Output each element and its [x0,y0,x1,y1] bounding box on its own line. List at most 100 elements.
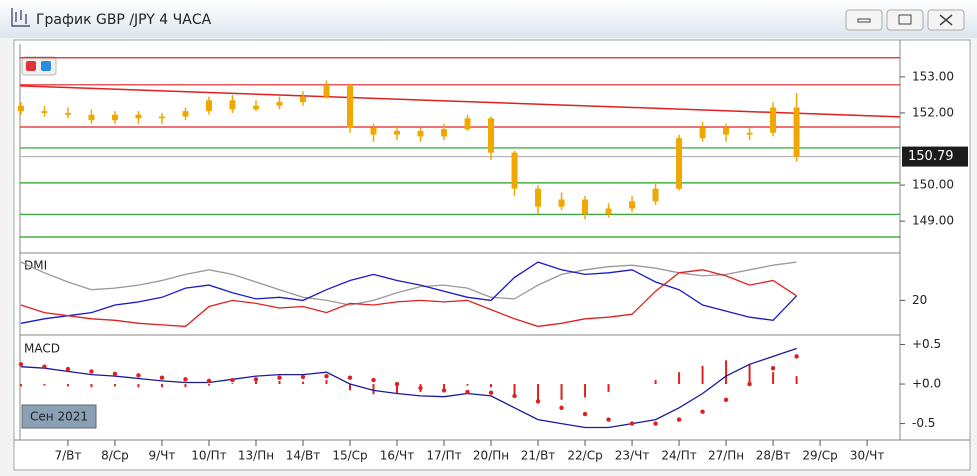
y-tick-label: -0.5 [912,416,935,430]
signal-dot [206,378,212,384]
signal-dot [65,366,71,372]
candle-body [323,85,330,97]
signal-dot [18,362,24,367]
signal-dot [230,377,235,383]
x-tick-label: 14/Вт [286,449,321,463]
candle-body [158,116,165,119]
window-buttons[interactable] [845,9,965,31]
signal-dot [465,389,470,395]
y-tick-label: 153.00 [912,69,954,83]
panel-title: DMI [24,259,47,273]
signal-dot [676,417,682,422]
restore-icon [898,14,912,25]
x-tick-label: 13/Пн [238,449,274,463]
signal-dot [629,421,635,426]
current-price-label: 150.79 [908,149,954,164]
signal-dot [559,405,564,410]
signal-dot [183,377,188,382]
x-tick-label: 16/Чт [380,449,415,463]
x-tick-label: 17/Пт [426,449,461,463]
candle-body [441,129,448,137]
signal-dot [747,381,752,387]
signal-dot [535,399,541,404]
candle-body [770,107,777,133]
signal-dot [488,390,494,395]
candle-body [558,199,565,207]
period-box [21,404,97,429]
candle-body [252,105,259,110]
candle-body [723,127,730,135]
signal-dot [512,393,517,399]
signal-dot [253,377,259,382]
candle-body [111,114,118,121]
signal-dot [347,375,353,380]
color-toggle[interactable] [21,56,57,76]
candle-body [347,85,353,128]
restore-button[interactable] [886,9,924,31]
x-tick-label: 28/Вт [756,449,791,463]
candle-body [676,138,683,189]
signal-dot [653,421,658,426]
candle-body [488,118,495,153]
indicator-line [20,261,797,306]
signal-dot [324,373,329,379]
candle-body [464,118,471,130]
y-tick-label: 150.00 [912,178,954,192]
candle-body [793,107,800,157]
title-bar [0,0,977,38]
close-icon [939,14,953,26]
y-tick-label: +0.0 [912,377,941,391]
x-tick-label: 21/Вт [521,449,556,463]
signal-dot [582,411,588,417]
signal-dot [300,374,306,380]
x-tick-label: 10/Пт [191,449,226,463]
y-tick-label: +0.5 [912,337,941,351]
signal-dot [277,375,282,380]
candle-body [182,111,189,117]
indicator-line [20,347,797,429]
toggle-blue [41,61,51,71]
signal-dot [159,375,165,380]
signal-dot [441,388,447,393]
x-tick-label: 24/Пт [661,449,696,463]
x-tick-label: 7/Вт [54,449,81,463]
x-tick-label: 22/Ср [567,449,602,463]
y-tick-label: 152.00 [912,105,954,119]
x-tick-label: 27/Пн [708,449,744,463]
y-tick-label: 20 [912,293,927,307]
chart-frame [13,39,971,471]
x-tick-label: 23/Чт [615,449,650,463]
signal-dot [770,366,776,371]
candle-body [605,208,612,214]
candle-body [229,100,236,110]
signal-dot [136,373,141,378]
candle-body [582,199,589,214]
indicator-line [20,261,798,324]
candle-body [652,188,659,202]
x-tick-label: 20/Пн [473,449,509,463]
y-tick-label: 149.00 [912,214,954,228]
signal-dot [794,354,799,359]
panel-title: MACD [24,342,60,356]
x-tick-label: 15/Ср [332,449,367,463]
x-tick-label: 9/Чт [149,449,176,463]
minimize-button[interactable] [845,9,883,31]
x-tick-label: 29/Ср [802,449,837,463]
candle-body [17,105,24,112]
period-label: Сен 2021 [30,410,88,424]
signal-dot [112,371,118,376]
candle-body [276,102,283,106]
window-icon [11,8,30,27]
signal-dot [723,397,729,403]
candle-body [535,188,542,207]
candle-body [64,112,71,115]
toggle-red [26,61,36,71]
candle-body [699,127,706,139]
candle-body [135,114,142,119]
trend-line [19,85,901,118]
signal-dot [42,364,47,369]
current-price-box [902,146,968,167]
signal-dot [371,377,376,383]
window-title: График GBP /JPY 4 ЧАСА [36,12,212,28]
